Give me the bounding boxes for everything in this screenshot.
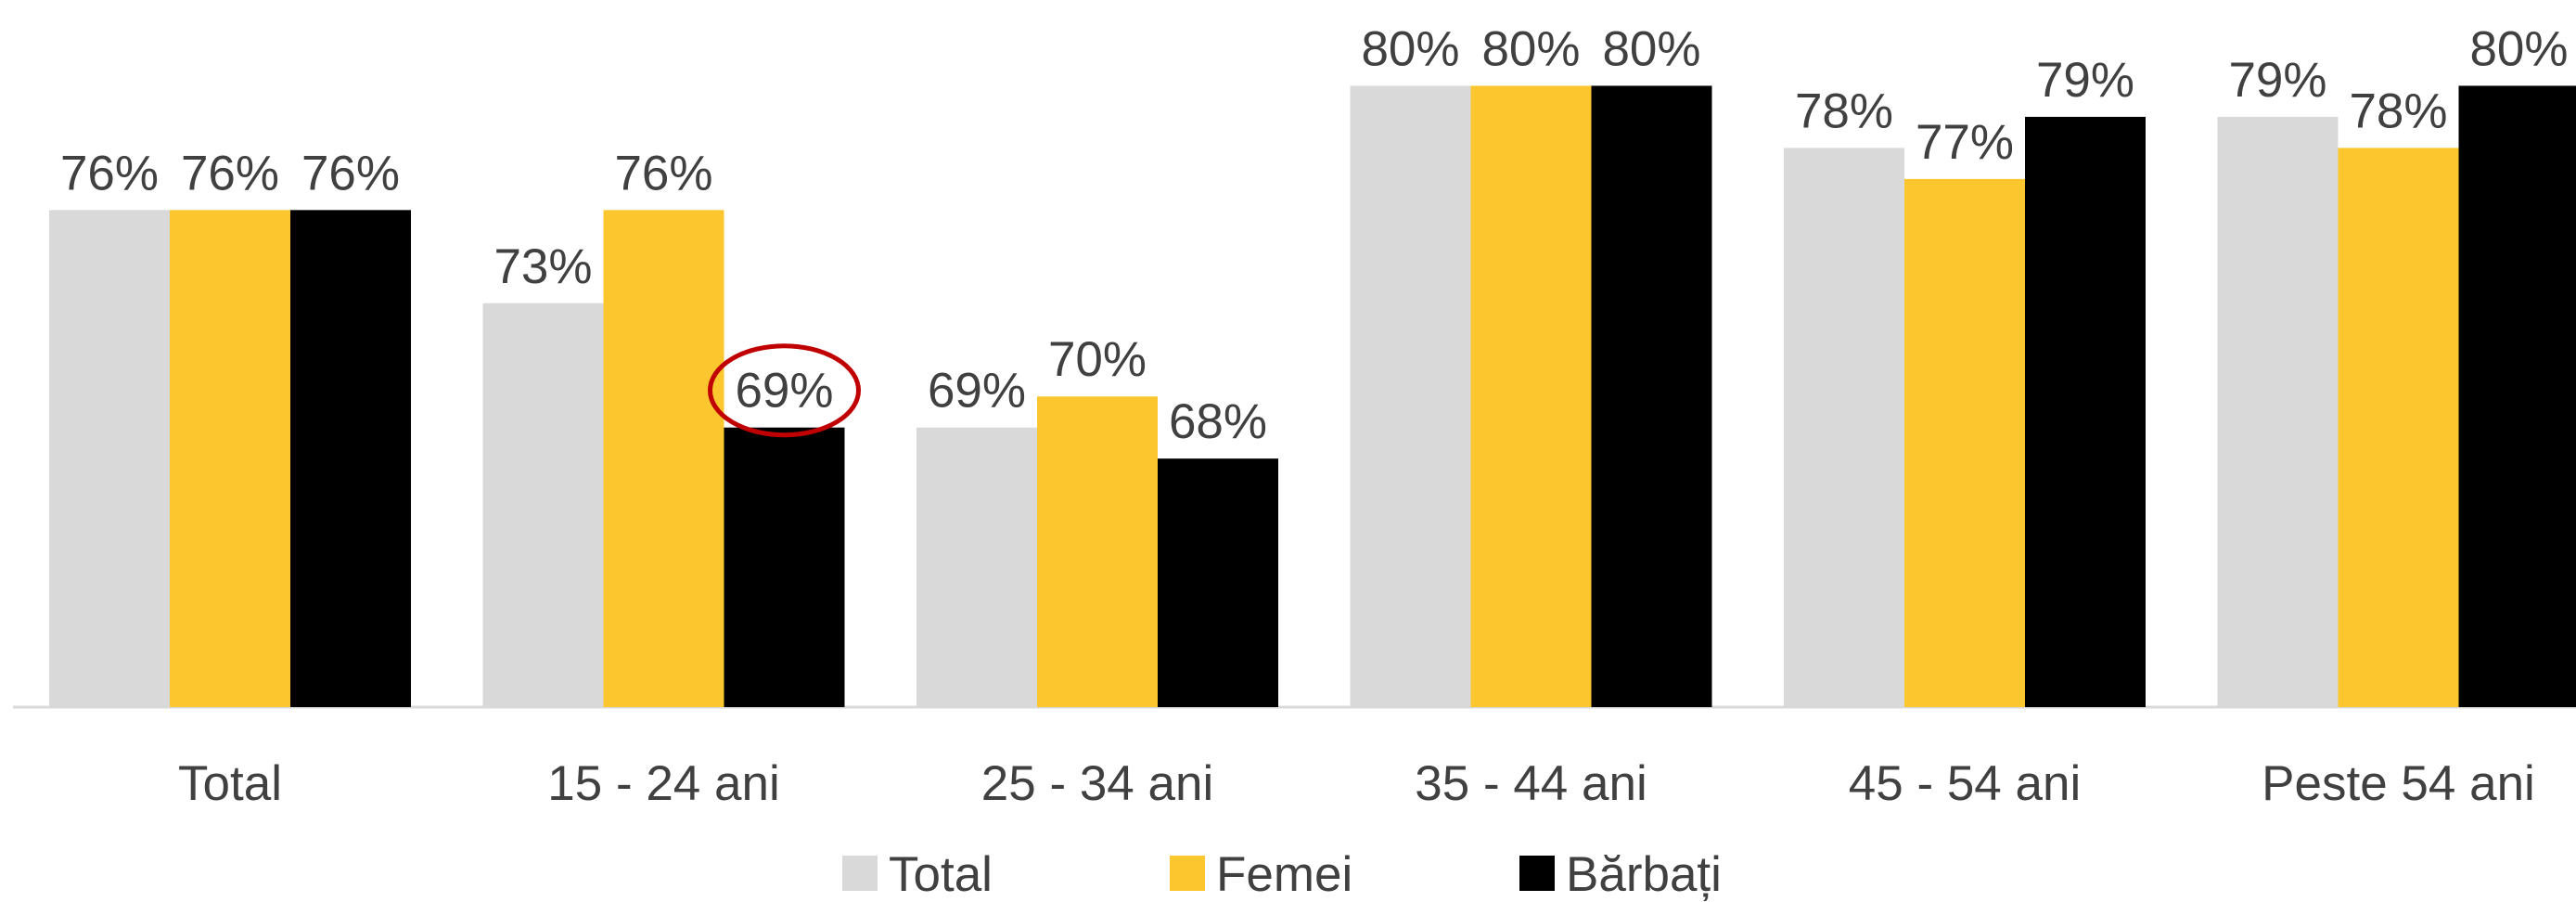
bar: [1037, 396, 1158, 707]
x-tick-label: Total: [178, 756, 282, 811]
data-label: 80%: [1481, 21, 1580, 76]
data-label: 79%: [2228, 53, 2326, 108]
bar: [482, 303, 604, 707]
bar: [1904, 178, 2025, 707]
legend-label: Total: [889, 847, 993, 902]
data-label: 68%: [1169, 394, 1267, 449]
bar: [916, 427, 1037, 707]
data-label: 76%: [301, 146, 400, 200]
bar: [724, 427, 845, 707]
x-tick-label: 25 - 34 ani: [981, 756, 1213, 811]
bar: [1470, 85, 1592, 707]
x-tick-label: Peste 54 ani: [2262, 756, 2535, 811]
data-label: 69%: [735, 364, 833, 419]
legend-swatch: [1519, 856, 1555, 891]
data-label: 73%: [493, 239, 592, 294]
data-label: 76%: [614, 146, 712, 200]
bar: [2458, 85, 2576, 707]
x-tick-label: 35 - 44 ani: [1415, 756, 1647, 811]
bar: [49, 210, 170, 707]
bar: [1158, 458, 1278, 707]
bar: [1591, 85, 1712, 707]
highlight-circle: [708, 343, 861, 438]
data-label: 78%: [2349, 84, 2447, 138]
data-label: 77%: [1916, 115, 2014, 170]
bar: [603, 210, 724, 707]
data-label: 78%: [1795, 84, 1893, 138]
bar: [2338, 148, 2459, 708]
legend-swatch: [1170, 856, 1205, 891]
data-label: 70%: [1048, 332, 1147, 387]
bar: [1784, 148, 1904, 708]
data-label: 80%: [2469, 21, 2568, 76]
x-tick-label: 15 - 24 ani: [547, 756, 779, 811]
data-label: 79%: [2036, 53, 2134, 108]
bar: [1350, 85, 1471, 707]
bar: [2217, 116, 2339, 708]
legend-swatch: [842, 856, 878, 891]
bar: [2025, 116, 2146, 708]
bar: [170, 210, 290, 707]
x-tick-label: 45 - 54 ani: [1849, 756, 2081, 811]
data-label: 76%: [60, 146, 159, 200]
bar: [290, 210, 411, 707]
data-label: 80%: [1361, 21, 1459, 76]
legend-label: Femei: [1216, 847, 1352, 902]
data-label: 69%: [928, 364, 1026, 419]
legend-label: Bărbați: [1566, 847, 1722, 902]
data-label: 80%: [1602, 21, 1700, 76]
data-label: 76%: [181, 146, 279, 200]
